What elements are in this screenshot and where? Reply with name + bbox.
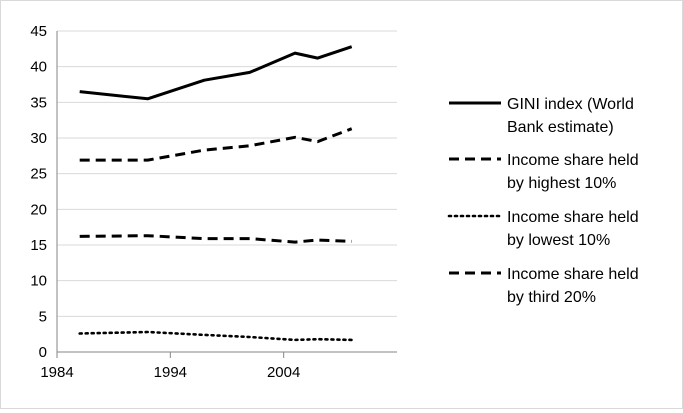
y-tick-label: 20 — [30, 201, 47, 218]
series-line-4 — [79, 234, 352, 244]
legend-label: Income share held — [507, 266, 639, 283]
x-tick-label: 1994 — [154, 364, 187, 381]
legend: GINI index (World Bank estimate) Income sh… — [447, 96, 639, 306]
y-tick-label: 0 — [39, 344, 47, 361]
legend-label: by third 20% — [507, 289, 596, 306]
y-tick-label: 10 — [30, 273, 47, 290]
legend-label: Bank estimate) — [507, 119, 614, 136]
y-tick-label: 40 — [30, 59, 47, 76]
legend-label: GINI index (World — [507, 96, 634, 113]
series-layer — [78, 45, 354, 342]
y-tick-label: 15 — [30, 237, 47, 254]
series-line-3 — [78, 330, 354, 342]
y-tick-label: 35 — [30, 94, 47, 111]
x-tick-label: 1984 — [40, 364, 73, 381]
axis-layer: 0 5 10 15 20 25 30 35 40 45 1984 1994 2004 — [30, 23, 397, 381]
x-tick-label: 2004 — [267, 364, 300, 381]
y-tick-label: 45 — [30, 23, 47, 40]
grid-layer — [57, 30, 397, 317]
series-line-1 — [79, 45, 353, 101]
series-line-2 — [79, 127, 353, 162]
legend-label: by lowest 10% — [507, 232, 610, 249]
legend-label: by highest 10% — [507, 175, 616, 192]
legend-label: Income share held — [507, 152, 639, 169]
y-tick-label: 5 — [39, 308, 47, 325]
legend-label: Income share held — [507, 209, 639, 226]
y-tick-label: 25 — [30, 166, 47, 183]
y-tick-label: 30 — [30, 130, 47, 147]
